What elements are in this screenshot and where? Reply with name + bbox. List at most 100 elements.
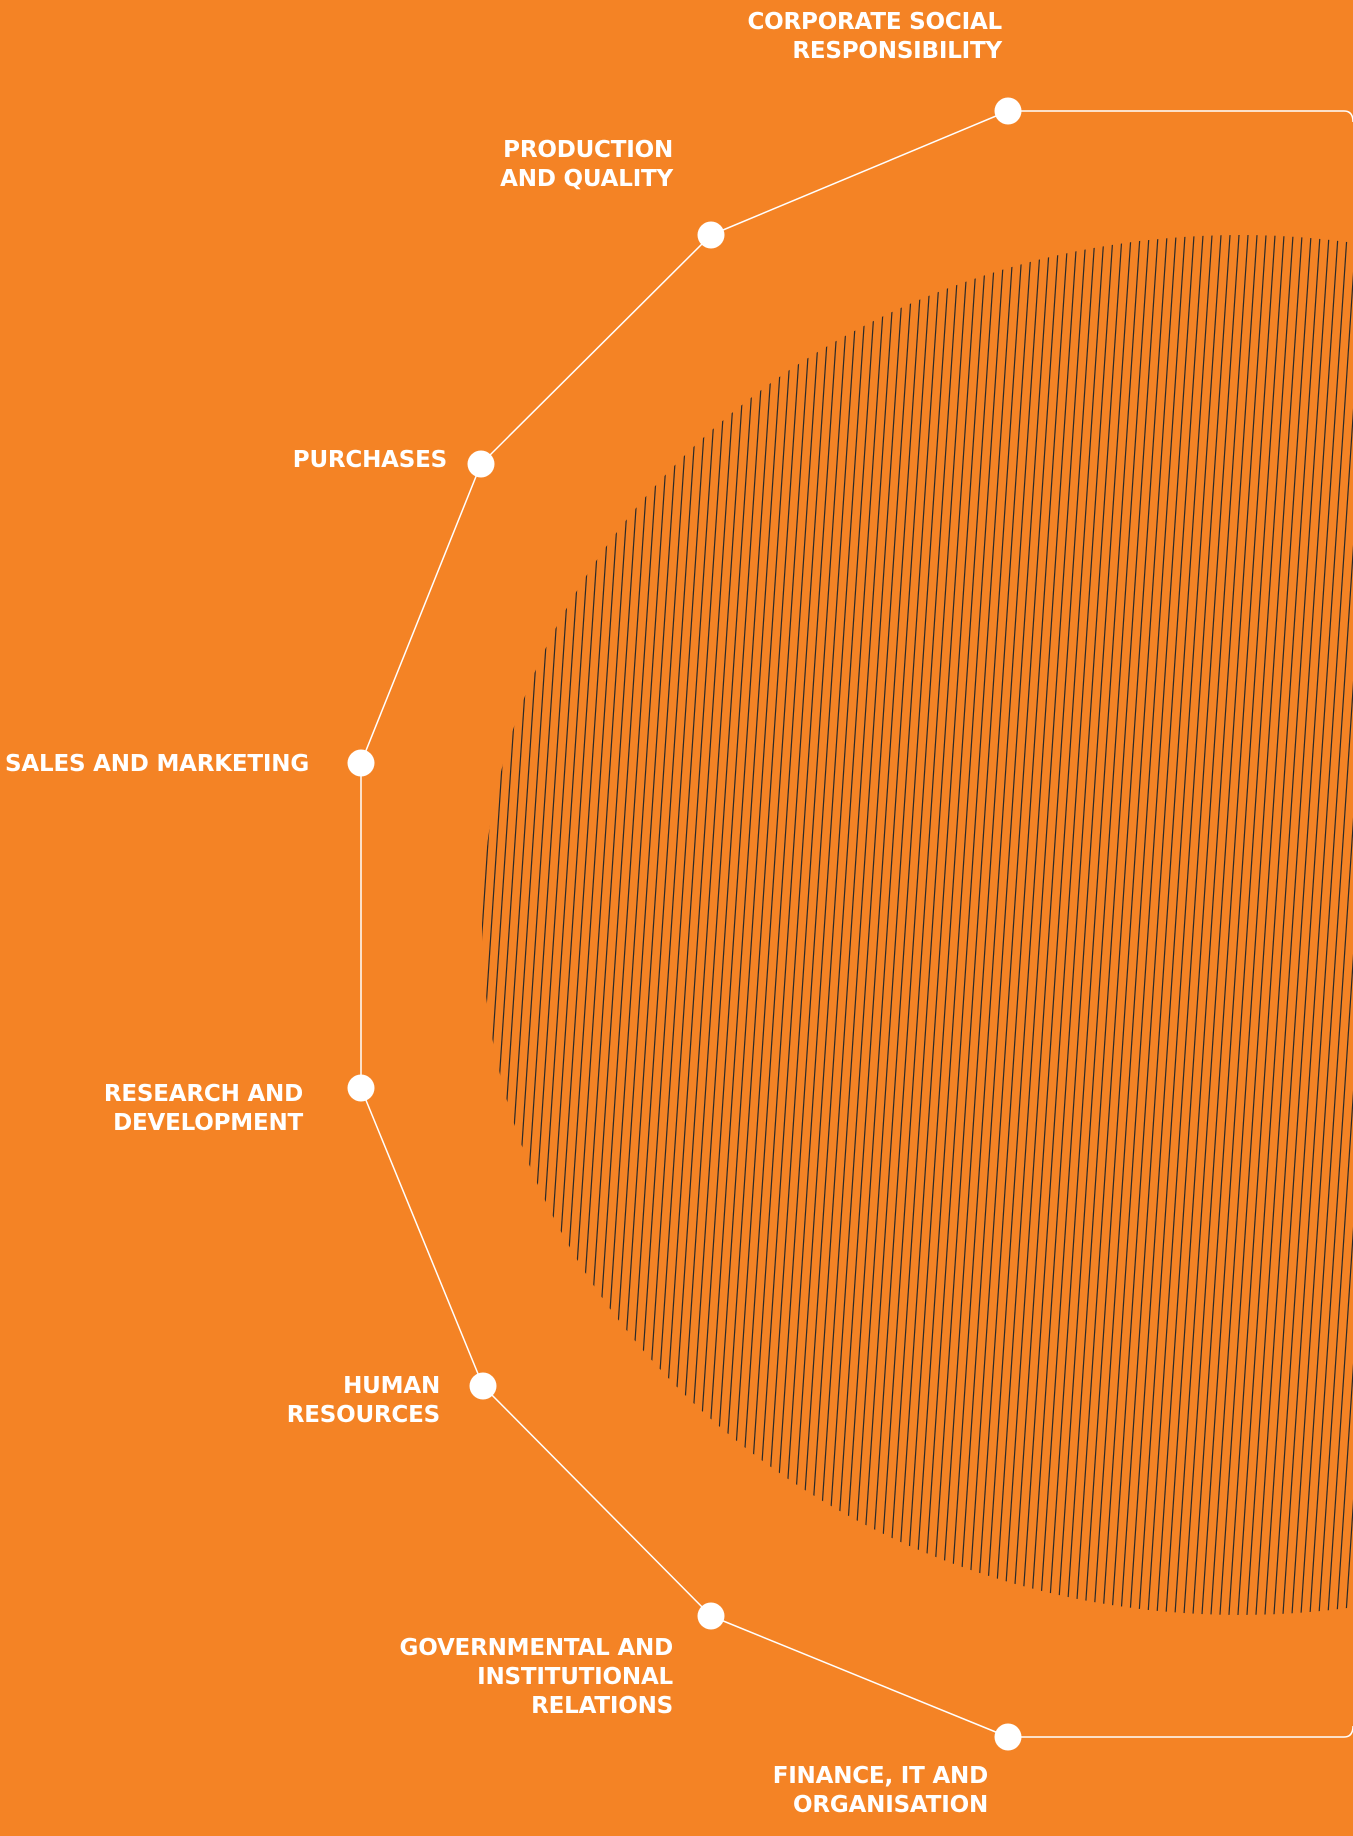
node-dot-corporate-social-responsibility	[994, 97, 1022, 125]
hatch-line	[928, 235, 1025, 1615]
hatch-line	[784, 235, 881, 1615]
label-finance-it-and-organisation: FINANCE, IT AND ORGANISATION	[772, 1763, 989, 1818]
hatch-line	[1000, 235, 1097, 1615]
connector-line	[360, 1087, 484, 1387]
node-dot-governmental-and-institutional-relations	[697, 1602, 725, 1630]
node-dots	[347, 97, 1022, 1751]
hatch-line	[739, 235, 836, 1615]
connector-line	[480, 234, 712, 465]
hatch-line	[1315, 235, 1353, 1615]
hatch-line	[910, 235, 1007, 1615]
hatch-line	[1027, 235, 1124, 1615]
hatch-line	[847, 235, 944, 1615]
hatch-line	[482, 235, 530, 1615]
hatch-line	[757, 235, 854, 1615]
hatch-line	[586, 235, 683, 1615]
hatch-line	[892, 235, 989, 1615]
hatch-line	[793, 235, 890, 1615]
hatch-line	[1297, 235, 1353, 1615]
connector-line	[710, 1615, 1009, 1738]
hatch-line	[496, 235, 593, 1615]
hatch-line	[1243, 235, 1340, 1615]
hatch-line	[829, 235, 926, 1615]
node-dot-finance-it-and-organisation	[994, 1723, 1022, 1751]
label-purchases: PURCHASES	[292, 447, 447, 473]
connector-lines	[360, 110, 1353, 1738]
hatch-line	[802, 235, 899, 1615]
hatch-line	[883, 235, 980, 1615]
hatch-line	[482, 235, 521, 1615]
hatch-line	[631, 235, 728, 1615]
hatch-line	[595, 235, 692, 1615]
hatch-line	[1225, 235, 1322, 1615]
hatch-line	[712, 235, 809, 1615]
hatch-line	[1333, 235, 1353, 1615]
label-human-resources: HUMAN RESOURCES	[286, 1373, 440, 1428]
hatch-line	[482, 235, 512, 1615]
hatch-line	[775, 235, 872, 1615]
hatch-line	[1180, 235, 1277, 1615]
connector-line	[360, 463, 482, 764]
hatch-line	[613, 235, 710, 1615]
hatch-line	[1018, 235, 1115, 1615]
hatch-line	[1081, 235, 1178, 1615]
hatch-line	[649, 235, 746, 1615]
hatch-line	[982, 235, 1079, 1615]
hatch-line	[568, 235, 665, 1615]
hatch-line	[991, 235, 1088, 1615]
hatch-line	[820, 235, 917, 1615]
hatch-line	[1099, 235, 1196, 1615]
hatch-line	[514, 235, 611, 1615]
node-dot-research-and-development	[347, 1074, 375, 1102]
hatched-circle	[482, 235, 1353, 1615]
hatch-line	[1126, 235, 1223, 1615]
hatch-line	[1054, 235, 1151, 1615]
hatch-line	[1171, 235, 1268, 1615]
hatch-line	[577, 235, 674, 1615]
hatch-line	[721, 235, 818, 1615]
hatch-line	[482, 235, 548, 1615]
hatch-line	[1306, 235, 1353, 1615]
hatch-line	[1234, 235, 1331, 1615]
connector-line	[710, 110, 1009, 236]
hatch-line	[856, 235, 953, 1615]
hatch-line	[622, 235, 719, 1615]
hatch-line	[1036, 235, 1133, 1615]
hatch-line	[482, 235, 485, 1615]
hatch-line	[964, 235, 1061, 1615]
hatch-line	[766, 235, 863, 1615]
connector-line-bottom	[1008, 1725, 1353, 1738]
label-research-and-development: RESEARCH AND DEVELOPMENT	[103, 1081, 303, 1136]
node-dot-sales-and-marketing	[347, 749, 375, 777]
hatch-line	[482, 235, 539, 1615]
hatch-line	[604, 235, 701, 1615]
hatch-line	[1117, 235, 1214, 1615]
hatch-line	[1072, 235, 1169, 1615]
hatch-line	[1279, 235, 1353, 1615]
label-governmental-and-institutional-relations: GOVERNMENTAL AND INSTITUTIONAL RELATIONS	[399, 1635, 674, 1719]
hatch-line	[667, 235, 764, 1615]
hatch-line	[482, 235, 575, 1615]
hatch-line	[685, 235, 782, 1615]
hatch-line	[676, 235, 773, 1615]
label-sales-and-marketing: SALES AND MARKETING	[5, 751, 309, 777]
hatch-line	[919, 235, 1016, 1615]
hatch-line	[1270, 235, 1353, 1615]
hatch-line	[946, 235, 1043, 1615]
hatch-line	[865, 235, 962, 1615]
hatch-line	[640, 235, 737, 1615]
hatch-line	[658, 235, 755, 1615]
hatch-line	[1135, 235, 1232, 1615]
hatch-line	[1045, 235, 1142, 1615]
hatch-line	[487, 235, 584, 1615]
connector-line	[482, 1385, 712, 1617]
hatch-line	[1288, 235, 1353, 1615]
node-dot-human-resources	[469, 1372, 497, 1400]
hatch-line	[955, 235, 1052, 1615]
hatch-line	[505, 235, 602, 1615]
hatch-line	[559, 235, 656, 1615]
hatch-line	[1207, 235, 1304, 1615]
hatch-line	[1144, 235, 1241, 1615]
connector-line-top	[1008, 110, 1353, 123]
hatch-line	[1189, 235, 1286, 1615]
